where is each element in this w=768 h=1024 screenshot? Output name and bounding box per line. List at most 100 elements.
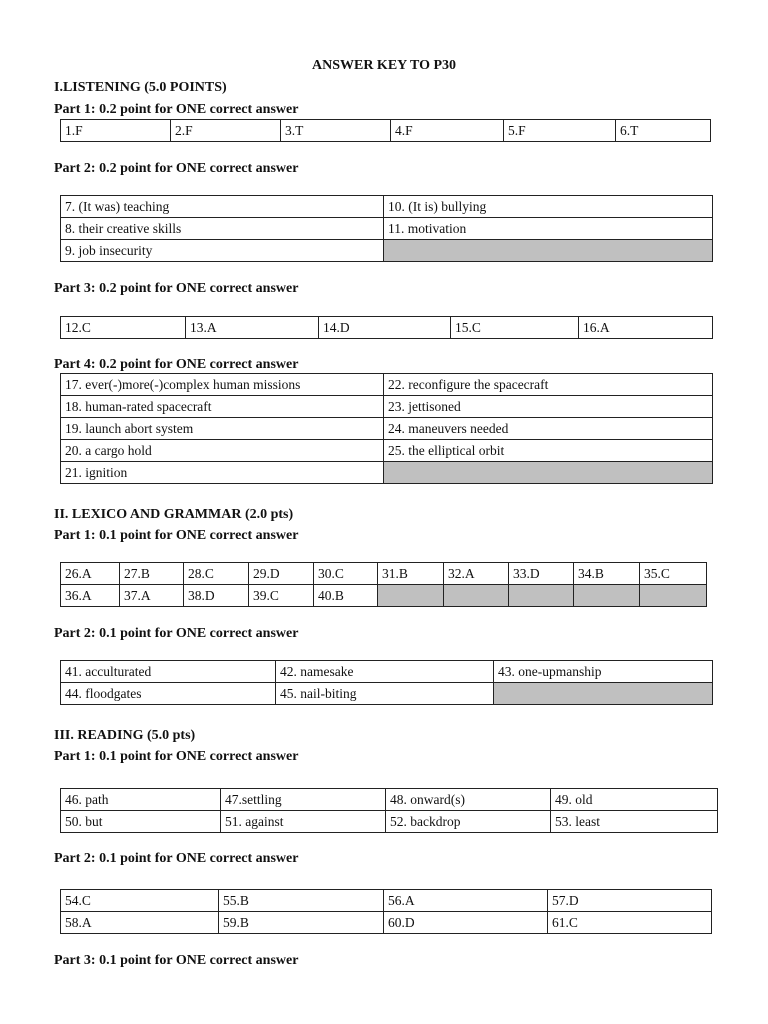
empty-shaded-cell: [639, 584, 707, 607]
answer-cell: 10. (It is) bullying: [383, 195, 713, 218]
answer-cell: 61.C: [547, 911, 712, 934]
table-row: 21. ignition: [60, 461, 713, 484]
listening-part1-table: 1.F 2.F 3.T 4.F 5.F 6.T: [60, 119, 711, 142]
answer-cell: 58.A: [60, 911, 219, 934]
empty-shaded-cell: [573, 584, 640, 607]
table-row: 20. a cargo hold 25. the elliptical orbit: [60, 439, 713, 462]
answer-cell: 51. against: [220, 810, 386, 833]
empty-shaded-cell: [377, 584, 444, 607]
table-row: 9. job insecurity: [60, 239, 713, 262]
table-row: 54.C 55.B 56.A 57.D: [60, 889, 712, 912]
table-row: 26.A 27.B 28.C 29.D 30.C 31.B 32.A 33.D 34.B 35.C: [60, 562, 707, 585]
answer-cell: 44. floodgates: [60, 682, 276, 705]
section-heading-lexico: II. LEXICO AND GRAMMAR (2.0 pts): [54, 507, 294, 522]
empty-shaded-cell: [383, 239, 713, 262]
listening-part1-heading: Part 1: 0.2 point for ONE correct answer: [54, 102, 299, 117]
section-heading-listening: I.LISTENING (5.0 POINTS): [54, 80, 227, 95]
lexico-part1-table: 26.A 27.B 28.C 29.D 30.C 31.B 32.A 33.D 34.B 35.C…: [60, 562, 707, 607]
answer-cell: 27.B: [119, 562, 184, 585]
answer-cell: 4.F: [390, 119, 504, 142]
answer-cell: 33.D: [508, 562, 574, 585]
table-row: 50. but 51. against 52. backdrop 53. least: [60, 810, 718, 833]
answer-cell: 1.F: [60, 119, 171, 142]
answer-cell: 32.A: [443, 562, 509, 585]
answer-cell: 26.A: [60, 562, 120, 585]
lexico-part1-heading: Part 1: 0.1 point for ONE correct answer: [54, 528, 299, 543]
answer-cell: 47.settling: [220, 788, 386, 811]
answer-cell: 42. namesake: [275, 660, 494, 683]
table-row: 1.F 2.F 3.T 4.F 5.F 6.T: [60, 119, 711, 142]
listening-part3-table: 12.C 13.A 14.D 15.C 16.A: [60, 316, 713, 339]
answer-cell: 38.D: [183, 584, 249, 607]
answer-cell: 9. job insecurity: [60, 239, 384, 262]
table-row: 19. launch abort system 24. maneuvers nee…: [60, 417, 713, 440]
answer-cell: 19. launch abort system: [60, 417, 384, 440]
reading-part1-heading: Part 1: 0.1 point for ONE correct answer: [54, 749, 299, 764]
answer-cell: 56.A: [383, 889, 548, 912]
listening-part4-heading: Part 4: 0.2 point for ONE correct answer: [54, 357, 299, 372]
answer-cell: 20. a cargo hold: [60, 439, 384, 462]
answer-cell: 39.C: [248, 584, 314, 607]
reading-part1-table: 46. path 47.settling 48. onward(s) 49. old 5…: [60, 788, 718, 833]
answer-cell: 7. (It was) teaching: [60, 195, 384, 218]
answer-cell: 17. ever(-)more(-)complex human missions: [60, 373, 384, 396]
answer-cell: 23. jettisoned: [383, 395, 713, 418]
listening-part2-heading: Part 2: 0.2 point for ONE correct answer: [54, 161, 299, 176]
table-row: 46. path 47.settling 48. onward(s) 49. old: [60, 788, 718, 811]
reading-part2-heading: Part 2: 0.1 point for ONE correct answer: [54, 851, 299, 866]
listening-part2-table: 7. (It was) teaching 10. (It is) bullying…: [60, 195, 713, 262]
answer-cell: 40.B: [313, 584, 378, 607]
reading-part2-table: 54.C 55.B 56.A 57.D 58.A 59.B 60.D 61.C: [60, 889, 712, 934]
answer-cell: 35.C: [639, 562, 707, 585]
answer-cell: 36.A: [60, 584, 120, 607]
table-row: 44. floodgates 45. nail-biting: [60, 682, 713, 705]
answer-cell: 25. the elliptical orbit: [383, 439, 713, 462]
answer-cell: 60.D: [383, 911, 548, 934]
answer-cell: 3.T: [280, 119, 391, 142]
answer-cell: 16.A: [578, 316, 713, 339]
answer-cell: 57.D: [547, 889, 712, 912]
lexico-part2-table: 41. acculturated 42. namesake 43. one-upma…: [60, 660, 713, 705]
answer-cell: 6.T: [615, 119, 711, 142]
answer-cell: 50. but: [60, 810, 221, 833]
empty-shaded-cell: [443, 584, 509, 607]
answer-cell: 41. acculturated: [60, 660, 276, 683]
answer-cell: 37.A: [119, 584, 184, 607]
answer-cell: 18. human-rated spacecraft: [60, 395, 384, 418]
table-row: 12.C 13.A 14.D 15.C 16.A: [60, 316, 713, 339]
table-row: 18. human-rated spacecraft 23. jettisoned: [60, 395, 713, 418]
answer-cell: 31.B: [377, 562, 444, 585]
answer-cell: 28.C: [183, 562, 249, 585]
answer-cell: 43. one-upmanship: [493, 660, 713, 683]
document-title: ANSWER KEY TO P30: [311, 58, 457, 73]
answer-cell: 48. onward(s): [385, 788, 551, 811]
answer-cell: 52. backdrop: [385, 810, 551, 833]
empty-shaded-cell: [493, 682, 713, 705]
answer-cell: 22. reconfigure the spacecraft: [383, 373, 713, 396]
table-row: 58.A 59.B 60.D 61.C: [60, 911, 712, 934]
table-row: 8. their creative skills 11. motivation: [60, 217, 713, 240]
answer-cell: 30.C: [313, 562, 378, 585]
answer-cell: 14.D: [318, 316, 451, 339]
answer-cell: 12.C: [60, 316, 186, 339]
answer-cell: 46. path: [60, 788, 221, 811]
answer-cell: 2.F: [170, 119, 281, 142]
section-heading-reading: III. READING (5.0 pts): [54, 728, 196, 743]
answer-cell: 15.C: [450, 316, 579, 339]
answer-cell: 8. their creative skills: [60, 217, 384, 240]
answer-cell: 53. least: [550, 810, 718, 833]
answer-cell: 21. ignition: [60, 461, 384, 484]
answer-cell: 5.F: [503, 119, 616, 142]
listening-part3-heading: Part 3: 0.2 point for ONE correct answer: [54, 281, 299, 296]
answer-cell: 11. motivation: [383, 217, 713, 240]
answer-cell: 29.D: [248, 562, 314, 585]
answer-cell: 45. nail-biting: [275, 682, 494, 705]
answer-cell: 24. maneuvers needed: [383, 417, 713, 440]
table-row: 36.A 37.A 38.D 39.C 40.B: [60, 584, 707, 607]
answer-cell: 34.B: [573, 562, 640, 585]
listening-part4-table: 17. ever(-)more(-)complex human missions…: [60, 373, 713, 484]
table-row: 7. (It was) teaching 10. (It is) bullying: [60, 195, 713, 218]
table-row: 41. acculturated 42. namesake 43. one-upma…: [60, 660, 713, 683]
answer-cell: 59.B: [218, 911, 384, 934]
table-row: 17. ever(-)more(-)complex human missions…: [60, 373, 713, 396]
